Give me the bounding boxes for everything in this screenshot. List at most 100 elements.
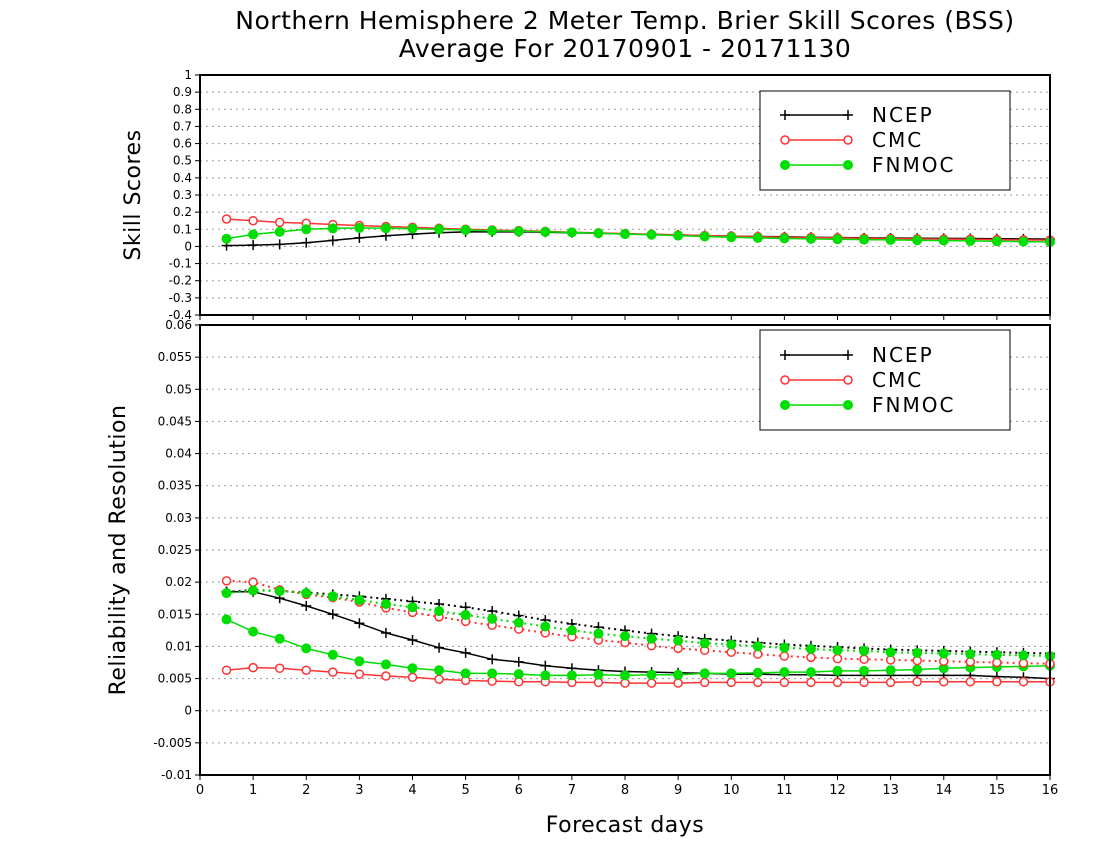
skill-score-fnmoc-point — [673, 230, 684, 241]
skill-score-fnmoc-point — [752, 232, 763, 243]
x-tick-label: 5 — [461, 783, 469, 798]
reliability-resolution-fnmoc-resolution-point — [407, 602, 418, 613]
skill-score-cmc-point — [221, 214, 232, 224]
reliability-resolution-cmc-reliability-point — [381, 671, 391, 681]
skill-score-fnmoc-point — [274, 226, 285, 237]
x-tick-label: 3 — [355, 783, 363, 798]
skill-score-fnmoc-point — [327, 223, 338, 234]
reliability-resolution-y-tick-label: 0.015 — [158, 607, 192, 621]
reliability-resolution-fnmoc-resolution-point — [912, 647, 923, 658]
reliability-resolution-fnmoc-resolution-point — [248, 585, 259, 596]
reliability-resolution-fnmoc-resolution-point — [1018, 650, 1029, 661]
x-tick-label: 11 — [776, 783, 793, 798]
reliability-resolution-cmc-reliability-point — [1018, 677, 1029, 687]
reliability-resolution-y-tick-label: 0.01 — [165, 639, 192, 653]
reliability-resolution-y-tick-label: 0.04 — [165, 447, 192, 461]
reliability-resolution-y-tick-label: 0.05 — [165, 382, 192, 396]
reliability-resolution-legend-entry-fnmoc: FNMOC — [780, 393, 953, 417]
reliability-resolution-cmc-reliability-point — [912, 677, 922, 687]
reliability-resolution-fnmoc-reliability-point — [699, 668, 710, 679]
reliability-resolution-cmc-resolution-series — [221, 576, 1055, 669]
reliability-resolution-ncep-resolution-series — [221, 584, 1055, 659]
reliability-resolution-y-tick-label: 0.02 — [165, 575, 192, 589]
skill-score-fnmoc-point — [832, 234, 843, 245]
reliability-resolution-fnmoc-resolution-point — [859, 645, 870, 656]
skill-score-y-tick-label: 0.4 — [173, 171, 192, 185]
skill-score-ncep-point — [274, 239, 285, 250]
skill-score-y-tick-label: 0.8 — [173, 102, 192, 116]
reliability-resolution-y-tick-label: -0.01 — [161, 768, 192, 782]
reliability-resolution-fnmoc-reliability-point — [248, 626, 259, 637]
skill-score-y-tick-label: 0.3 — [173, 188, 192, 202]
reliability-resolution-fnmoc-reliability-point — [620, 670, 630, 681]
reliability-resolution-fnmoc-reliability-point — [274, 633, 285, 644]
reliability-resolution-fnmoc-resolution-point — [354, 595, 365, 606]
reliability-resolution-series — [221, 576, 1055, 688]
reliability-resolution-legend-entry-ncep: NCEP — [780, 343, 932, 367]
reliability-resolution-cmc-reliability-point — [753, 677, 763, 688]
reliability-resolution-fnmoc-resolution-point — [513, 617, 524, 628]
reliability-resolution-fnmoc-resolution-point — [646, 633, 657, 644]
skill-score-fnmoc-point — [460, 224, 471, 235]
skill-score-legend-entry-cmc: CMC — [780, 128, 923, 152]
skill-score-fnmoc-point — [221, 233, 232, 244]
reliability-resolution-fnmoc-reliability-point — [726, 668, 737, 679]
x-tick-label: 15 — [989, 783, 1006, 798]
reliability-resolution-fnmoc-reliability-point — [859, 665, 870, 676]
reliability-resolution-y-tick-label: 0.03 — [165, 511, 192, 525]
reliability-resolution-fnmoc-resolution-point — [434, 606, 445, 617]
reliability-resolution-fnmoc-resolution-point — [460, 609, 471, 620]
reliability-resolution-cmc-resolution-point — [832, 653, 843, 664]
reliability-resolution-y-tick-label: 0.035 — [158, 479, 192, 493]
skill-score-y-tick-label: -0.2 — [169, 274, 192, 288]
skill-score-fnmoc-point — [912, 235, 923, 246]
legend-label: CMC — [872, 128, 923, 152]
reliability-resolution-cmc-reliability-point — [301, 665, 311, 675]
skill-score-fnmoc-point — [1018, 236, 1029, 247]
reliability-resolution-fnmoc-reliability-point — [513, 669, 524, 680]
legend-marker — [780, 160, 790, 170]
reliability-resolution-cmc-reliability-point — [806, 677, 816, 688]
skill-score-fnmoc-point — [354, 222, 365, 233]
reliability-resolution-ncep-reliability-point — [540, 660, 551, 671]
reliability-resolution-fnmoc-resolution-point — [593, 628, 604, 639]
skill-score-fnmoc-point — [620, 229, 630, 240]
reliability-resolution-fnmoc-resolution-point — [752, 641, 763, 652]
reliability-resolution-fnmoc-resolution-point — [991, 649, 1002, 660]
skill-score-fnmoc-point — [566, 227, 577, 238]
reliability-resolution-fnmoc-reliability-point — [327, 649, 338, 660]
skill-score-fnmoc-point — [301, 224, 312, 235]
reliability-resolution-fnmoc-resolution-point — [699, 638, 710, 649]
reliability-resolution-fnmoc-reliability-point — [354, 656, 365, 667]
legend-marker — [843, 160, 853, 170]
legend-marker — [780, 375, 790, 385]
reliability-resolution-fnmoc-reliability-point — [673, 669, 684, 680]
skill-score-y-tick-label: -0.1 — [169, 257, 192, 271]
reliability-resolution-cmc-reliability-point — [407, 672, 418, 683]
skill-score-y-label: Skill Scores — [121, 129, 146, 260]
legend-label: CMC — [872, 368, 923, 392]
skill-score-fnmoc-point — [938, 235, 949, 246]
reliability-resolution-fnmoc-reliability-point — [885, 665, 896, 676]
reliability-resolution-y-tick-label: -0.005 — [153, 736, 192, 750]
reliability-resolution-fnmoc-resolution-point — [301, 588, 312, 599]
reliability-resolution-cmc-reliability-point — [434, 674, 444, 684]
reliability-resolution-fnmoc-reliability-point — [832, 665, 843, 676]
reliability-resolution-ncep-reliability-point — [327, 609, 338, 620]
skill-score-fnmoc-point — [513, 226, 524, 237]
x-tick-label: 14 — [935, 783, 952, 798]
reliability-resolution-fnmoc-reliability-point — [593, 669, 604, 680]
skill-score-fnmoc-point — [248, 229, 259, 240]
reliability-resolution-y-tick-label: 0.06 — [165, 318, 192, 332]
reliability-resolution-fnmoc-resolution-series — [221, 585, 1055, 662]
skill-score-fnmoc-point — [540, 226, 551, 237]
x-axis-ticks: 0 1 2 3 4 5 6 7 8 9 10 11 12 13 14 15 16 — [196, 783, 1058, 798]
x-tick-label: 12 — [829, 783, 846, 798]
reliability-resolution-legend-entry-cmc: CMC — [780, 368, 923, 392]
skill-score-fnmoc-line — [226, 227, 1051, 243]
reliability-resolution-cmc-reliability-point — [726, 677, 736, 688]
reliability-resolution-ncep-reliability-point — [354, 618, 365, 629]
skill-score-y-tick-label: 0.1 — [173, 222, 192, 236]
